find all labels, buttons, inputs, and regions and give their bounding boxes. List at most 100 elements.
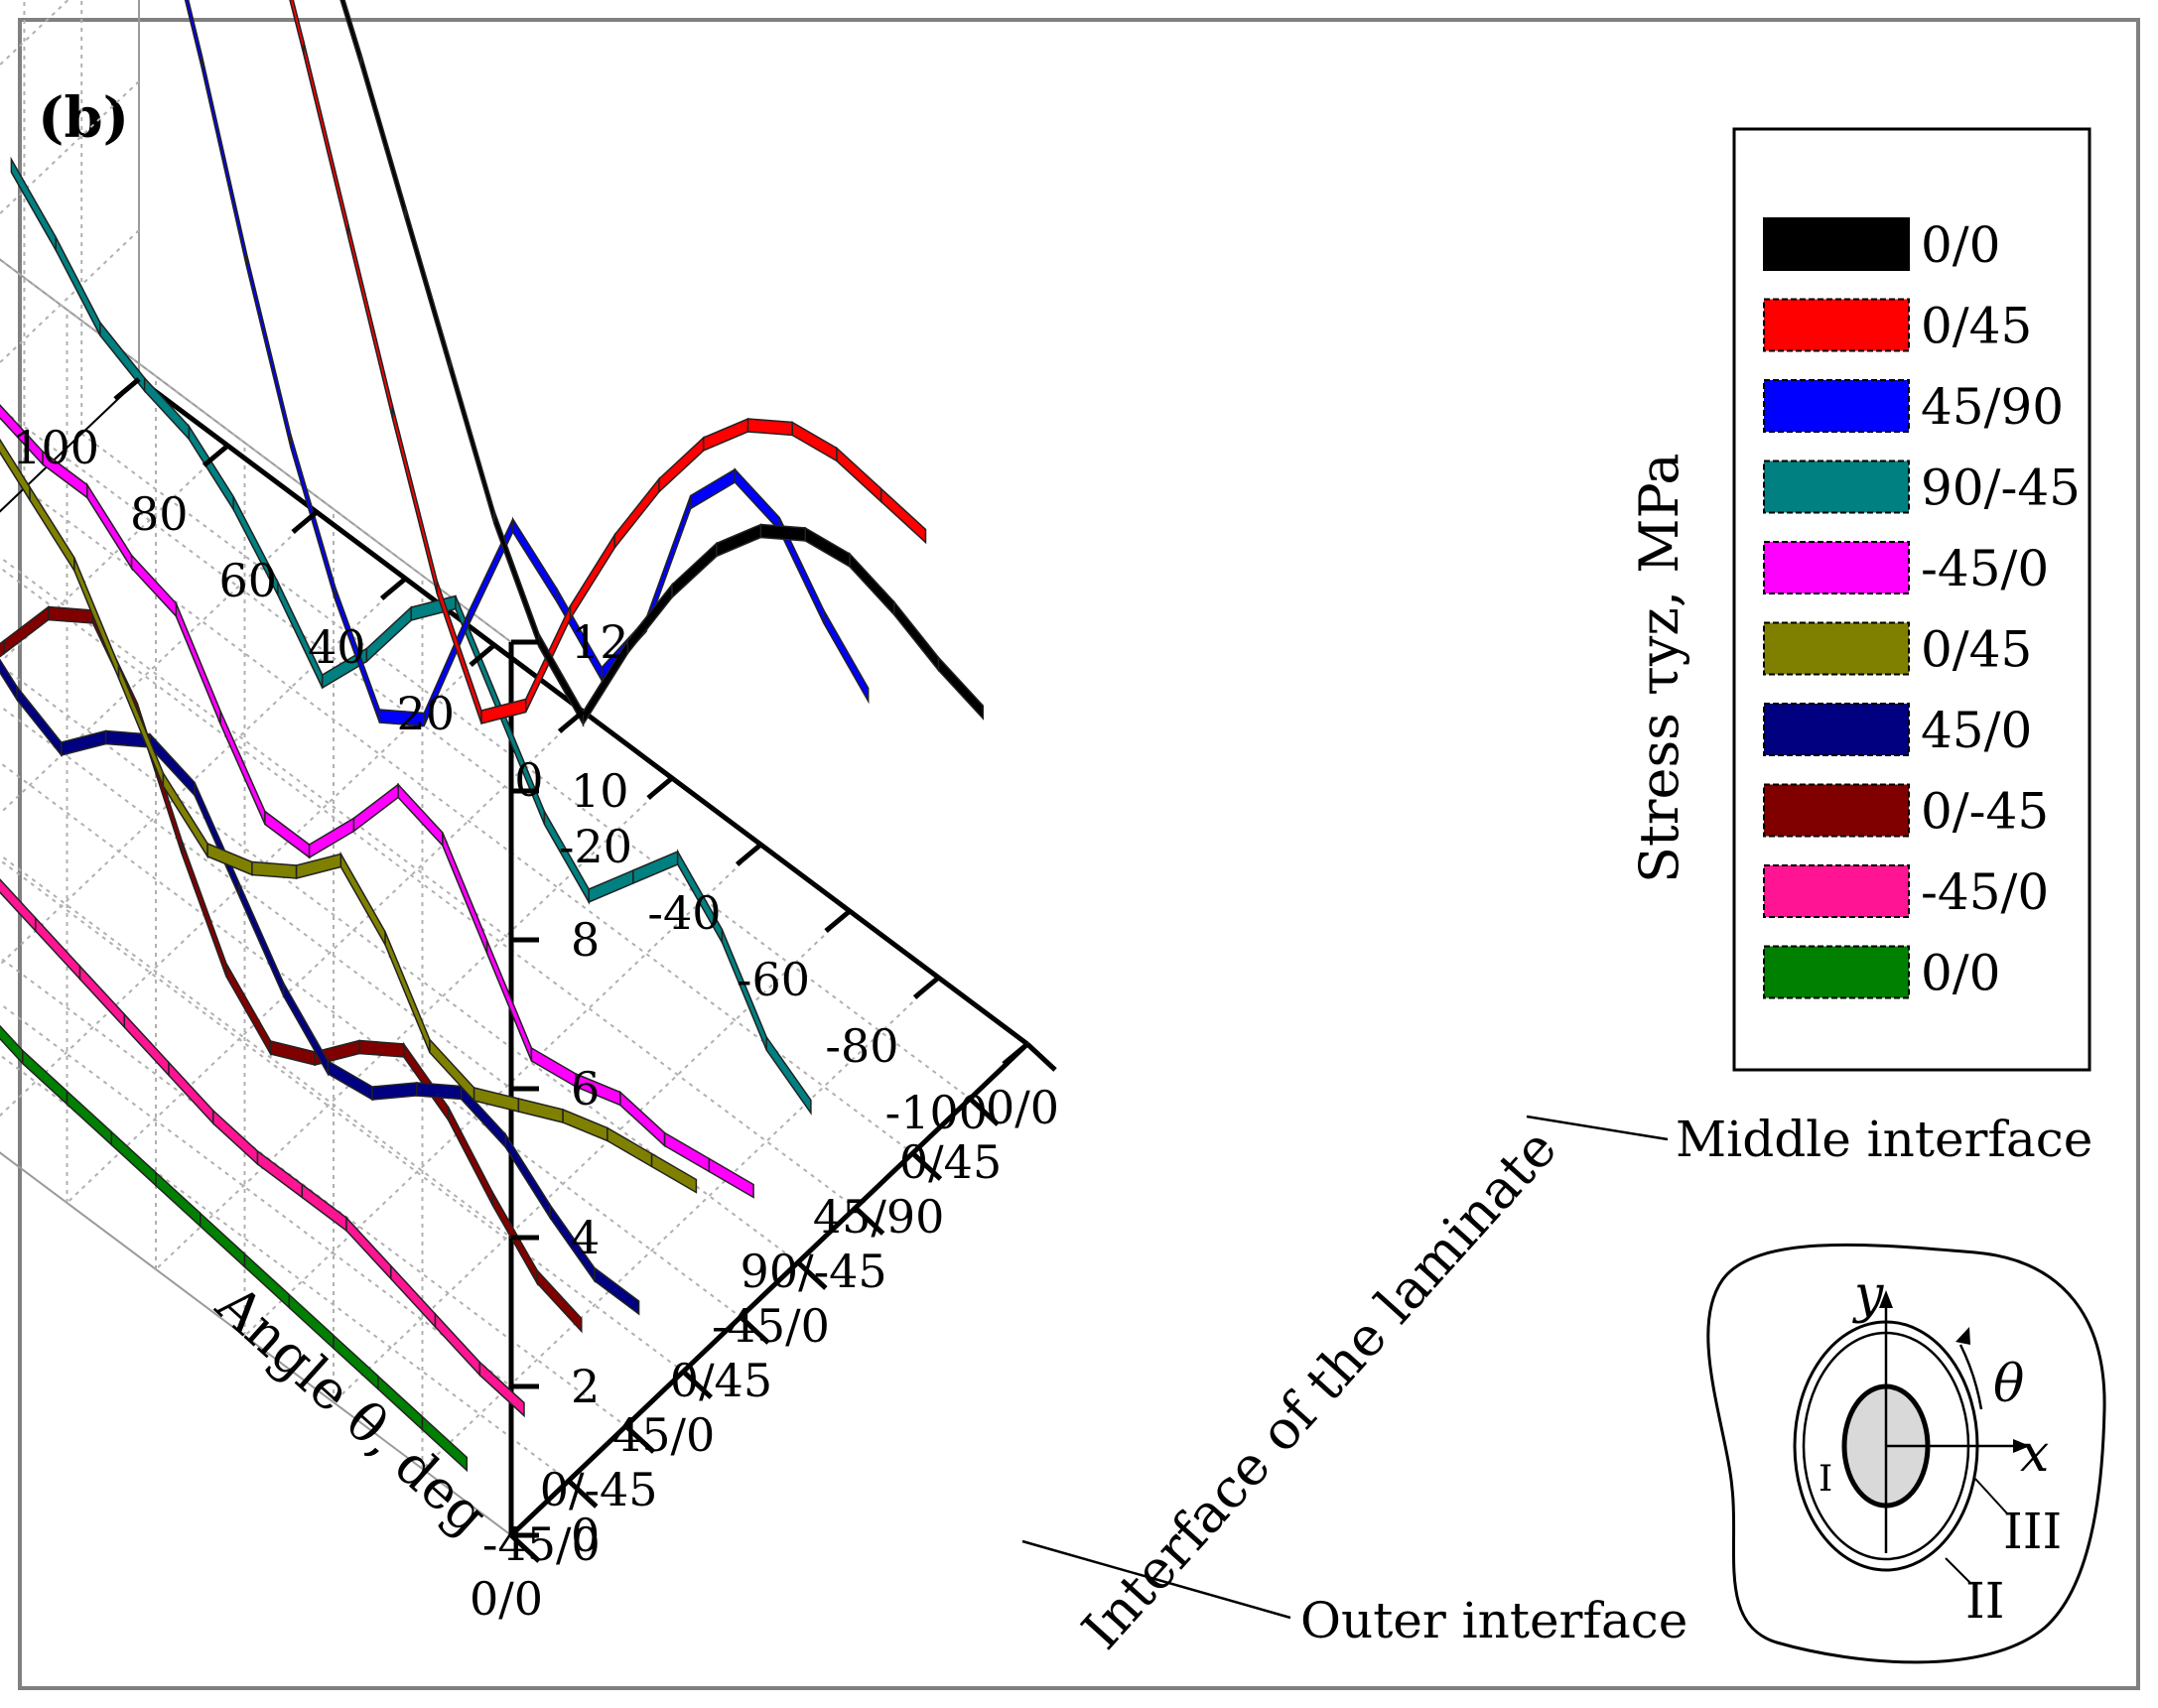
angle-gridline-floor [0,511,318,816]
angle-tick [469,643,496,667]
angle-tick [824,909,852,933]
axes-layer [0,376,1029,1537]
legend-swatch [1763,217,1910,271]
interface-tick-label: 0/-45 [540,1463,658,1516]
interface-gridline-floor [0,956,627,1427]
ribbon-segment-1 [658,436,705,494]
legend-swatch [1763,621,1910,676]
ribbon-segment-3 [365,605,412,664]
ribbon-segment-8 [78,964,126,1029]
ribbon-segment-5 [339,851,386,948]
ribbon-segment-8 [35,916,81,982]
ribbon-segment-9 [110,1129,157,1188]
ribbon-segment-8 [168,1060,214,1125]
ribbon-segment-2 [734,467,780,533]
ribbon-segment-4 [397,782,444,848]
ribbon-segment-4 [352,782,399,834]
angle-gridline-floor [155,777,673,1270]
stress-tick-label: 4 [571,1211,600,1264]
outer-interface-leader [1021,1539,1291,1620]
ribbon-segment-9 [155,1170,202,1229]
inset-angle-label: θ [1993,1355,2024,1414]
ribbons-layer [0,0,985,1473]
angle-tick-label: -80 [825,1019,898,1073]
ribbon-segment-1 [836,446,882,504]
ribbon-segment-1 [702,417,749,453]
ribbon-segment-3 [632,850,679,885]
z-gridline [0,229,512,1387]
ribbon-segment-3 [188,423,234,513]
angle-tick-label: 20 [396,687,455,740]
y-axis-title: Interface of the laminate [1070,1117,1568,1660]
interface-gridline-floor [0,566,857,1209]
interface-gridline-floor [23,487,914,1154]
ribbon-segment-6 [594,1266,640,1316]
legend-label: 0/0 [1921,945,2000,1002]
interface-axis-line [509,1042,1029,1537]
ribbon-segment-5 [607,1126,653,1168]
ribbon-segment-2 [823,607,870,705]
ribbon-segment-1 [569,532,615,622]
ribbon-segment-2 [468,518,514,626]
ribbon-segment-0 [716,523,762,558]
legend-label: 90/-45 [1921,460,2081,517]
angle-tick [113,377,141,401]
ribbon-segment-5 [117,665,165,787]
stress-tick-label: 12 [571,615,629,669]
interface-tick [509,1533,541,1563]
interface-tick-label: 45/90 [813,1190,945,1244]
angle-tick [735,843,763,866]
interface-tick-label: 0/45 [899,1135,1002,1189]
legend-label: 0/45 [1921,621,2032,679]
ribbon-segment-1 [303,41,349,237]
ribbon-segment-2 [689,467,737,510]
interface-tick [796,1260,828,1290]
interface-tick [681,1370,714,1399]
ticks-layer: 024681012100806040200-20-40-60-80-1000/0… [12,377,1059,1626]
legend-label: 45/0 [1921,702,2032,759]
inset-schematic: y x θ I III II [1706,1243,2106,1664]
ribbon-segment-6 [0,658,18,703]
ribbon-segment-9 [66,1089,113,1147]
inset-region-3-leader [1974,1478,2008,1514]
inset-x-label: x [2020,1424,2049,1484]
x-axis-title: Angle θ, deg [204,1272,500,1547]
legend-swatch [1763,945,1910,999]
legend-swatch [1763,703,1910,756]
z-gridline [0,80,512,1239]
middle-interface-leader [1526,1115,1669,1141]
angle-tick [912,976,941,999]
legend-label: -45/0 [1921,540,2049,597]
stress-tick-label: 8 [571,913,600,967]
ribbon-segment-6 [371,1082,418,1101]
legend-swatch [1763,460,1910,514]
ribbon-segment-7 [536,1268,583,1334]
ribbon-segment-5 [251,860,298,879]
interface-tick-label: -45/0 [712,1299,830,1353]
interface-tick [1025,1042,1057,1072]
ribbon-segment-8 [434,1312,481,1378]
ribbon-segment-0 [759,523,807,542]
ribbon-segment-8 [212,1109,259,1166]
ribbon-segment-8 [390,1263,437,1329]
ribbon-segment-0 [360,54,407,220]
angle-tick-label: 80 [130,487,189,541]
legend-label: 0/-45 [1921,783,2049,841]
ribbon-segment-5 [650,1152,698,1194]
ribbon-segment-4 [308,817,355,859]
interface-tick [853,1206,885,1236]
ribbon-segment-4 [86,481,133,572]
ribbon-segment-1 [746,418,793,437]
ribbon-segment-6 [416,1082,463,1101]
legend-label: 0/0 [1921,216,2000,274]
legend-swatch [1763,541,1910,594]
ribbon-segment-7 [3,604,50,656]
ribbon-segment-2 [201,55,247,266]
ribbon-segment-0 [671,541,718,599]
angle-gridline-floor [243,844,762,1337]
angle-tick-label: -20 [559,820,632,873]
legend-swatch [1763,783,1910,838]
angle-tick [1002,1042,1029,1066]
angle-tick [646,776,674,800]
